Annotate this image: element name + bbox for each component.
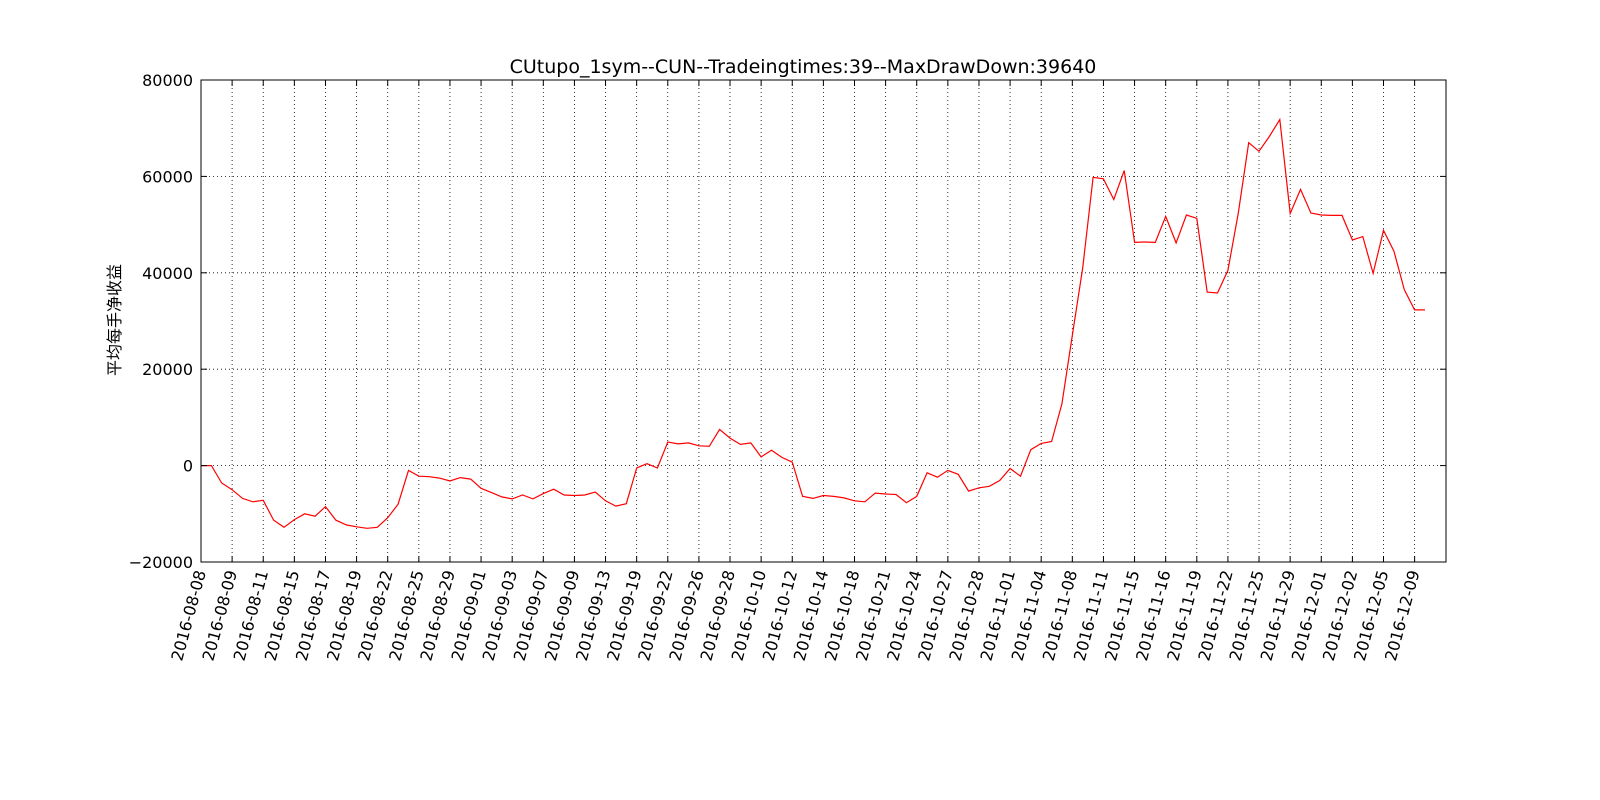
y-tick-label: 60000 xyxy=(142,167,193,186)
y-tick-label: 20000 xyxy=(142,360,193,379)
chart-title: CUtupo_1sym--CUN--Tradeingtimes:39--MaxD… xyxy=(510,56,1097,78)
series-line xyxy=(201,117,1425,529)
y-axis-label: 平均每手净收益 xyxy=(105,264,124,376)
x-axis-ticks: 2016-08-082016-08-092016-08-112016-08-15… xyxy=(167,80,1423,663)
y-tick-label: 80000 xyxy=(142,71,193,90)
y-axis-ticks: −20000 0 20000 40000 60000 80000 xyxy=(129,71,1446,572)
grid-lines xyxy=(201,79,1446,563)
y-tick-label: −20000 xyxy=(129,553,193,572)
y-tick-label: 40000 xyxy=(142,264,193,283)
y-tick-label: 0 xyxy=(183,457,193,476)
